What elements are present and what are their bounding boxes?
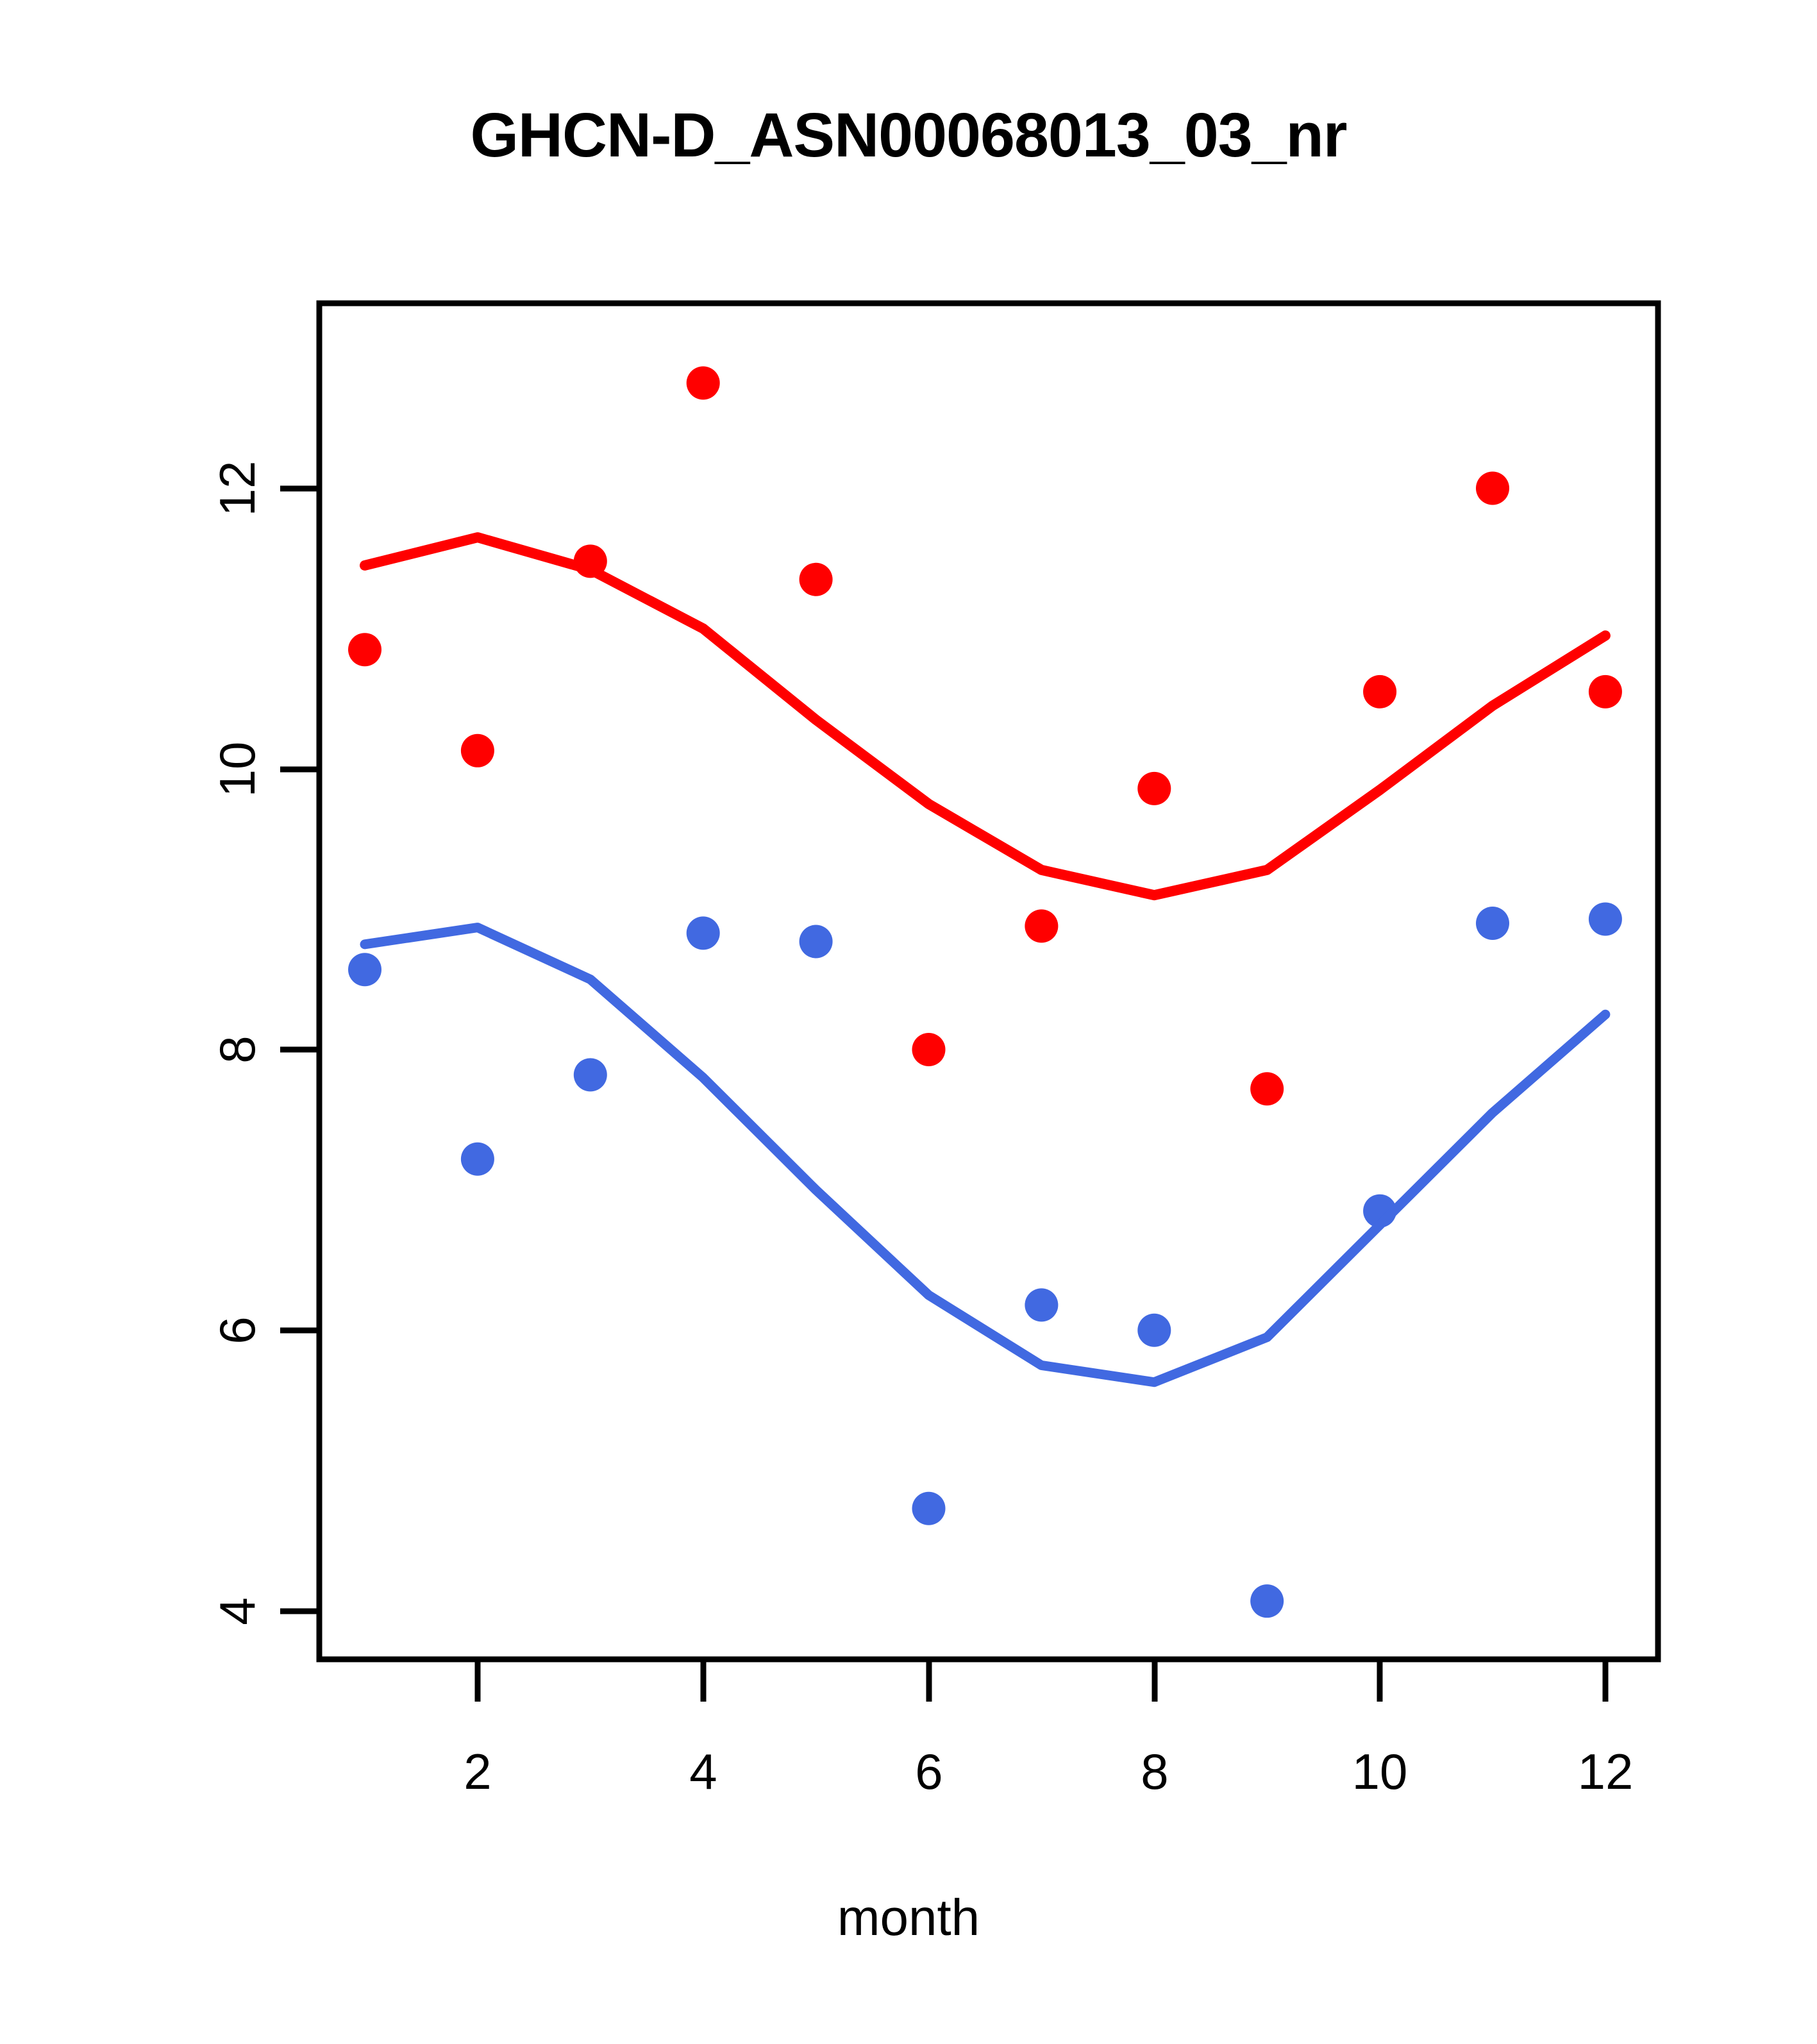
x-tick-label: 2 bbox=[464, 1743, 491, 1800]
page-title: GHCN-D_ASN00068013_03_nr bbox=[470, 100, 1347, 170]
data-point bbox=[1363, 674, 1397, 708]
y-tick-label: 12 bbox=[209, 461, 265, 517]
blue-points bbox=[348, 902, 1622, 1618]
x-axis-ticks bbox=[474, 1659, 1609, 1702]
data-point bbox=[1250, 1584, 1284, 1618]
x-tick-label: 12 bbox=[1578, 1743, 1634, 1800]
red-points bbox=[348, 366, 1622, 1106]
data-point bbox=[1025, 1288, 1059, 1322]
data-point bbox=[1476, 907, 1509, 941]
y-tick-label: 6 bbox=[209, 1316, 265, 1344]
data-point bbox=[573, 1058, 607, 1092]
y-axis-ticks bbox=[280, 485, 319, 1614]
data-point bbox=[799, 925, 833, 959]
data-point bbox=[912, 1033, 946, 1066]
data-point bbox=[460, 1142, 494, 1176]
data-point bbox=[799, 562, 833, 596]
data-point bbox=[348, 953, 381, 987]
y-axis-tick-labels: 12 10 8 6 4 bbox=[209, 461, 265, 1625]
x-tick-label: 4 bbox=[689, 1743, 717, 1800]
x-tick-label: 8 bbox=[1141, 1743, 1168, 1800]
data-point bbox=[1250, 1072, 1284, 1106]
y-tick-label: 8 bbox=[209, 1035, 265, 1063]
blue-line-path bbox=[360, 923, 1611, 1387]
data-point bbox=[912, 1491, 946, 1525]
x-tick-label: 6 bbox=[915, 1743, 942, 1800]
data-point bbox=[1588, 902, 1622, 936]
red-line-path bbox=[360, 532, 1611, 901]
data-series-layer bbox=[348, 366, 1622, 1618]
data-point bbox=[460, 733, 494, 767]
data-point bbox=[1137, 1313, 1171, 1347]
data-point bbox=[1025, 909, 1059, 943]
x-axis-title: month bbox=[837, 1889, 980, 1946]
y-tick-label: 10 bbox=[209, 742, 265, 798]
x-axis-tick-labels: 2 4 6 8 10 12 bbox=[464, 1743, 1633, 1800]
x-tick-label: 10 bbox=[1352, 1743, 1408, 1800]
data-point bbox=[348, 633, 381, 667]
data-point bbox=[1476, 471, 1509, 505]
data-point bbox=[1137, 771, 1171, 805]
y-tick-label: 4 bbox=[209, 1597, 265, 1625]
blue-line bbox=[360, 923, 1611, 1387]
data-point bbox=[686, 916, 720, 950]
plot-border bbox=[316, 300, 1661, 1663]
data-point bbox=[1588, 674, 1622, 708]
data-point bbox=[686, 366, 720, 400]
red-line bbox=[360, 532, 1611, 901]
